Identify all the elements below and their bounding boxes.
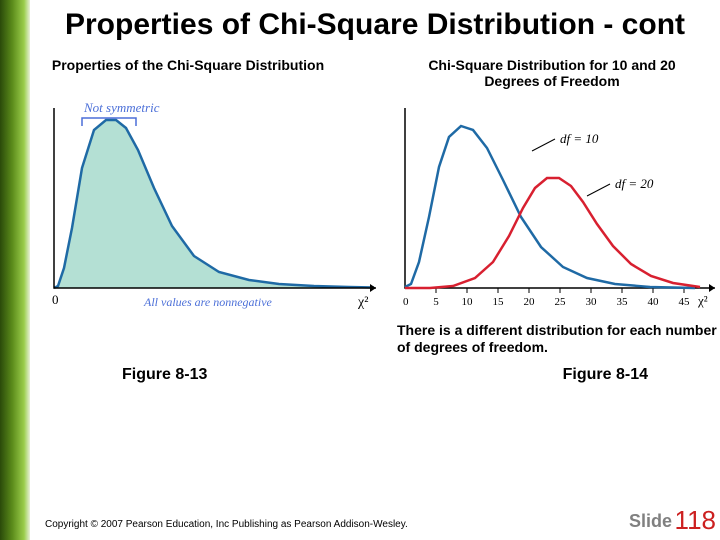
svg-text:χ²: χ²: [697, 293, 708, 308]
svg-text:30: 30: [586, 296, 598, 308]
svg-text:15: 15: [493, 296, 505, 308]
subtitle-row: Properties of the Chi-Square Distributio…: [42, 57, 708, 91]
svg-text:df = 10: df = 10: [560, 131, 599, 146]
svg-text:All values are nonnegative: All values are nonnegative: [143, 295, 273, 309]
svg-text:χ²: χ²: [357, 295, 368, 310]
left-chart: Not symmetric 0 All values are nonnegative…: [48, 98, 378, 318]
svg-text:45: 45: [679, 296, 691, 308]
right-subtitle: Chi-Square Distribution for 10 and 20 De…: [402, 57, 702, 91]
svg-text:0: 0: [52, 292, 59, 307]
slide-title: Properties of Chi-Square Distribution - …: [42, 8, 708, 43]
note-text: There is a different distribution for ea…: [397, 322, 717, 356]
svg-text:35: 35: [617, 296, 629, 308]
slide-badge: Slide: [629, 511, 672, 532]
figure-labels-row: Figure 8-13 Figure 8-14: [42, 356, 708, 384]
svg-text:10: 10: [462, 296, 474, 308]
copyright-text: Copyright © 2007 Pearson Education, Inc …: [45, 519, 408, 530]
slide-content: Properties of Chi-Square Distribution - …: [30, 0, 720, 540]
svg-text:df = 20: df = 20: [615, 176, 654, 191]
charts-row: Not symmetric 0 All values are nonnegative…: [42, 98, 708, 318]
figure-label-left: Figure 8-13: [122, 366, 207, 384]
figure-label-right: Figure 8-14: [563, 366, 648, 384]
left-subtitle: Properties of the Chi-Square Distributio…: [48, 57, 328, 91]
svg-text:20: 20: [524, 296, 536, 308]
page-number: 118: [675, 505, 716, 536]
svg-text:5: 5: [433, 296, 439, 308]
svg-text:0: 0: [403, 296, 409, 308]
svg-text:25: 25: [555, 296, 567, 308]
svg-text:40: 40: [648, 296, 660, 308]
svg-text:Not symmetric: Not symmetric: [83, 100, 160, 115]
left-gradient-sidebar: [0, 0, 30, 540]
right-chart: 5 10 15 20 25 30 35 40 45 0 χ² df = 10 df = 20: [393, 98, 720, 318]
